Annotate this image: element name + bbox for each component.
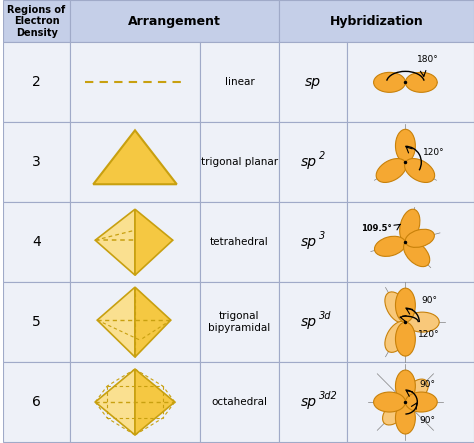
Bar [70,202,200,282]
Text: linear: linear [225,78,254,87]
Bar [347,43,474,122]
Text: 3: 3 [319,231,325,241]
Bar [200,122,279,202]
Ellipse shape [374,236,406,256]
Bar [347,282,474,362]
Ellipse shape [405,312,439,332]
Text: 5: 5 [32,315,41,329]
Bar [200,282,279,362]
Text: trigonal planar: trigonal planar [201,157,278,167]
Text: 120°: 120° [423,148,445,157]
Polygon shape [93,130,177,184]
Bar [279,282,347,362]
Polygon shape [135,287,140,357]
Text: 109.5°: 109.5° [361,224,392,233]
Bar [200,202,279,282]
Ellipse shape [374,72,405,92]
Ellipse shape [395,402,415,434]
Bar [3,122,70,202]
Text: 3: 3 [32,155,41,169]
Bar [3,282,70,362]
Bar [347,202,474,282]
Ellipse shape [395,129,415,162]
Text: 180°: 180° [417,55,439,64]
Ellipse shape [400,209,420,242]
Text: sp: sp [301,155,317,169]
Ellipse shape [405,159,435,183]
Text: 6: 6 [32,395,41,409]
Polygon shape [95,369,135,435]
Text: trigonal
bipyramidal: trigonal bipyramidal [208,311,271,333]
Text: 2: 2 [32,75,41,89]
Text: sp: sp [305,75,321,89]
Text: 90°: 90° [419,416,435,424]
Text: tetrahedral: tetrahedral [210,237,269,247]
Ellipse shape [376,159,406,183]
Bar [279,0,474,43]
Bar [3,362,70,442]
Ellipse shape [385,292,409,323]
Text: Hybridization: Hybridization [330,15,423,28]
Bar [70,362,200,442]
Bar [347,362,474,442]
Bar [70,282,200,362]
Polygon shape [135,287,171,357]
Bar [70,43,200,122]
Ellipse shape [403,241,430,267]
Text: Arrangement: Arrangement [128,15,221,28]
Bar [347,122,474,202]
Bar [279,122,347,202]
Bar [3,202,70,282]
Text: 2: 2 [319,151,325,161]
Ellipse shape [383,400,407,425]
Ellipse shape [385,321,409,352]
Ellipse shape [404,379,428,404]
Text: 4: 4 [32,235,41,249]
Text: 90°: 90° [419,380,435,389]
Text: sp: sp [301,395,317,409]
Bar [3,43,70,122]
Text: 90°: 90° [421,295,438,305]
Text: 3d2: 3d2 [319,391,337,401]
Polygon shape [135,209,173,275]
Bar [200,362,279,442]
Ellipse shape [395,322,415,356]
Bar [279,202,347,282]
Text: 3d: 3d [319,311,331,321]
Polygon shape [95,209,135,275]
Ellipse shape [395,288,415,322]
Bar [279,43,347,122]
Text: octahedral: octahedral [211,397,267,407]
Bar [3,0,70,43]
Ellipse shape [395,370,415,402]
Ellipse shape [405,392,437,412]
Ellipse shape [405,229,434,247]
Bar [70,122,200,202]
Ellipse shape [374,392,405,412]
Polygon shape [135,369,175,435]
Bar [279,362,347,442]
Text: 120°: 120° [419,330,440,338]
Text: sp: sp [301,315,317,329]
Text: Regions of
Electron
Density: Regions of Electron Density [8,5,66,38]
Polygon shape [97,287,135,357]
Bar [70,0,279,43]
Bar [200,43,279,122]
Text: sp: sp [301,235,317,249]
Ellipse shape [405,72,437,92]
